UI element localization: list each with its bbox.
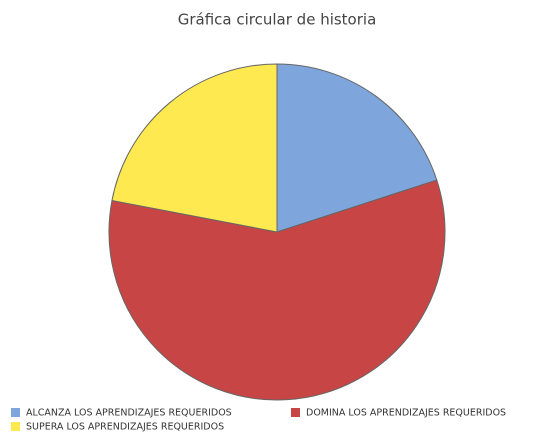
- legend-label: ALCANZA LOS APRENDIZAJES REQUERIDOS: [26, 408, 232, 419]
- chart-title: Gráfica circular de historia: [178, 11, 377, 29]
- pie-slice: [111, 63, 278, 233]
- legend-swatch: [11, 408, 20, 417]
- pie-slice: [108, 179, 446, 401]
- pie-slice: [276, 63, 438, 233]
- legend-swatch: [291, 408, 300, 417]
- legend-swatch: [11, 422, 20, 431]
- legend-label: DOMINA LOS APRENDIZAJES REQUERIDOS: [306, 408, 506, 419]
- legend-label: SUPERA LOS APRENDIZAJES REQUERIDOS: [26, 422, 224, 433]
